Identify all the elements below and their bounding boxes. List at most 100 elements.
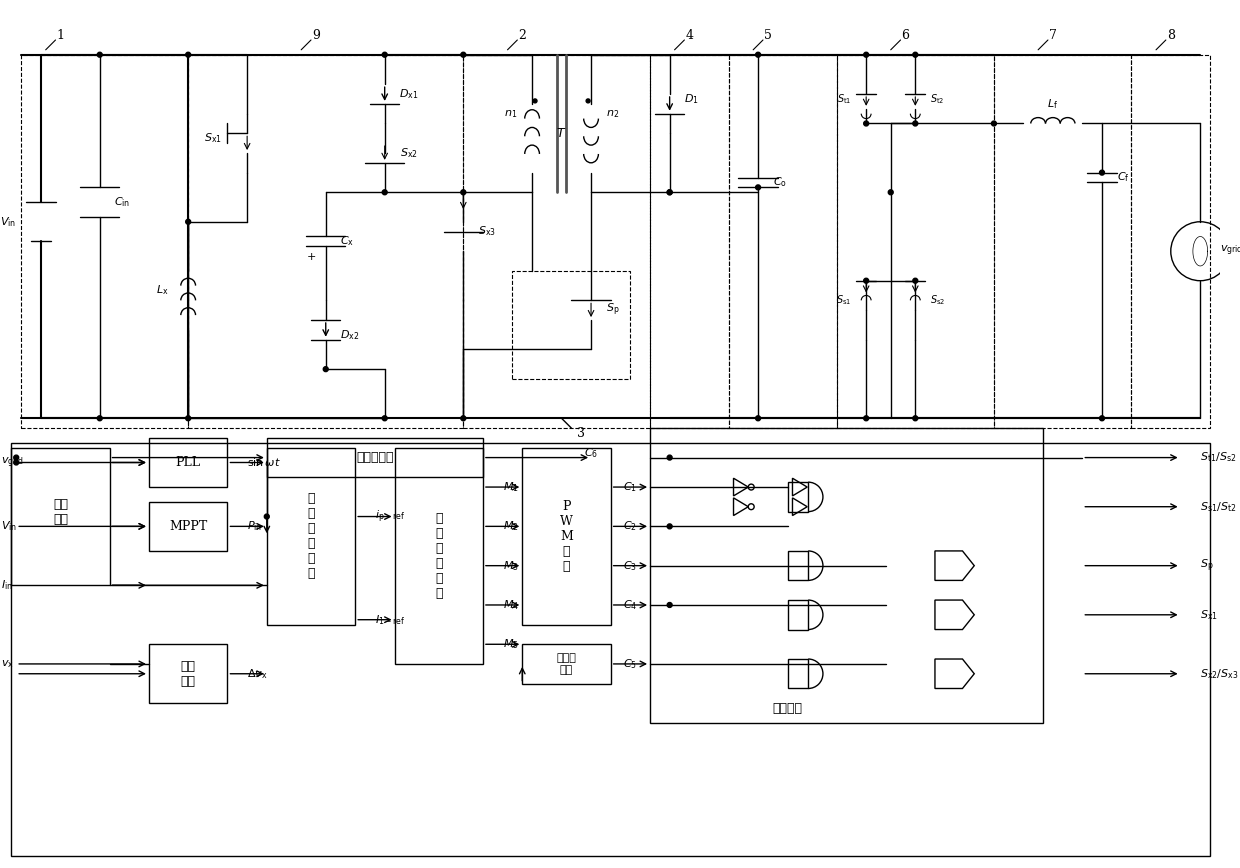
Text: 4: 4 <box>686 29 693 42</box>
Text: $S_{\rm x2}/S_{\rm x3}$: $S_{\rm x2}/S_{\rm x3}$ <box>1200 667 1239 681</box>
Bar <box>994 55 1131 428</box>
Text: 调
制
信
号
生
成: 调 制 信 号 生 成 <box>435 512 443 600</box>
Text: 电
流
基
准
运
算: 电 流 基 准 运 算 <box>308 492 315 580</box>
Circle shape <box>186 416 191 421</box>
Circle shape <box>913 52 918 57</box>
Text: $S_{\rm s2}$: $S_{\rm s2}$ <box>930 293 945 307</box>
Text: 逻辑电路: 逻辑电路 <box>773 701 802 714</box>
Text: $S_{\rm t2}$: $S_{\rm t2}$ <box>930 92 945 106</box>
Circle shape <box>667 602 672 608</box>
Circle shape <box>1100 416 1105 421</box>
Bar <box>837 55 994 428</box>
Text: $\Delta v_{\rm x}$: $\Delta v_{\rm x}$ <box>247 667 268 681</box>
Text: 过零比较器: 过零比较器 <box>356 451 393 464</box>
Circle shape <box>913 121 918 126</box>
Bar <box>650 55 729 428</box>
Text: $C_3$: $C_3$ <box>624 559 637 573</box>
Bar <box>1131 55 1210 428</box>
Text: P
W
M
控
制: P W M 控 制 <box>560 500 573 573</box>
Circle shape <box>382 52 387 57</box>
Bar <box>394 448 482 664</box>
Text: $M_5$: $M_5$ <box>502 637 518 651</box>
Text: $C_5$: $C_5$ <box>624 657 637 671</box>
Text: $S_{\rm x3}$: $S_{\rm x3}$ <box>479 225 496 239</box>
Text: 7: 7 <box>1049 29 1056 42</box>
Text: $v_{\rm grid}$: $v_{\rm grid}$ <box>1 456 25 470</box>
Text: $C_4$: $C_4$ <box>624 598 637 612</box>
Text: $v_{\rm x}$: $v_{\rm x}$ <box>1 658 15 670</box>
Text: $S_{\rm x1}$: $S_{\rm x1}$ <box>203 131 222 145</box>
Bar <box>512 271 630 379</box>
Text: $V_{\rm in}$: $V_{\rm in}$ <box>0 215 16 228</box>
Circle shape <box>667 524 672 529</box>
Text: 1: 1 <box>57 29 64 42</box>
Circle shape <box>888 190 893 194</box>
Text: $S_{\rm p}$: $S_{\rm p}$ <box>1200 557 1214 574</box>
Text: $M_2$: $M_2$ <box>502 519 518 533</box>
Text: $C_6$: $C_6$ <box>584 446 598 459</box>
Circle shape <box>97 52 102 57</box>
Circle shape <box>755 185 760 190</box>
Text: $L_{\rm f}$: $L_{\rm f}$ <box>1048 97 1059 111</box>
Circle shape <box>667 190 672 194</box>
Text: 2: 2 <box>518 29 526 42</box>
Text: 过零比
较器: 过零比 较器 <box>557 653 577 674</box>
Text: $D_{\rm x2}$: $D_{\rm x2}$ <box>341 328 360 342</box>
Text: $I_{\rm 1-ref}$: $I_{\rm 1-ref}$ <box>374 613 405 627</box>
Text: $T$: $T$ <box>557 127 567 140</box>
Circle shape <box>587 99 590 103</box>
Text: MPPT: MPPT <box>169 520 207 533</box>
Text: $S_{\rm p}$: $S_{\rm p}$ <box>606 302 619 319</box>
Circle shape <box>324 366 329 372</box>
Circle shape <box>382 416 387 421</box>
Text: $M_3$: $M_3$ <box>502 559 518 573</box>
Text: 5: 5 <box>764 29 771 42</box>
Text: $M_4$: $M_4$ <box>502 598 518 612</box>
Text: $S_{\rm s1}/S_{\rm t2}$: $S_{\rm s1}/S_{\rm t2}$ <box>1200 500 1236 514</box>
Circle shape <box>186 220 191 224</box>
Bar <box>21 55 188 428</box>
Bar <box>650 428 1043 723</box>
Circle shape <box>667 455 672 460</box>
Text: $n_1$: $n_1$ <box>505 108 517 120</box>
Text: 6: 6 <box>901 29 909 42</box>
Circle shape <box>667 190 672 194</box>
Circle shape <box>913 279 918 283</box>
Circle shape <box>461 190 466 194</box>
Circle shape <box>864 52 869 57</box>
Text: $M_1$: $M_1$ <box>502 480 518 494</box>
Text: 电压
环路: 电压 环路 <box>181 660 196 687</box>
Bar <box>267 448 355 625</box>
Bar <box>787 659 808 688</box>
Text: $I_{\rm in}$: $I_{\rm in}$ <box>1 578 14 592</box>
Text: $n_2$: $n_2$ <box>606 108 619 120</box>
Text: $S_{\rm x1}$: $S_{\rm x1}$ <box>1200 608 1218 621</box>
Text: $D_{\rm x1}$: $D_{\rm x1}$ <box>399 87 419 101</box>
Text: $C_1$: $C_1$ <box>624 480 637 494</box>
Circle shape <box>97 416 102 421</box>
Text: $C_{\rm o}$: $C_{\rm o}$ <box>773 175 787 189</box>
Circle shape <box>461 416 466 421</box>
Circle shape <box>382 190 387 194</box>
Circle shape <box>992 121 997 126</box>
Bar <box>522 448 610 625</box>
Text: $V_{\rm in}$: $V_{\rm in}$ <box>1 519 17 533</box>
Bar <box>729 55 837 428</box>
Circle shape <box>461 52 466 57</box>
Text: $S_{\rm t1}$: $S_{\rm t1}$ <box>837 92 852 106</box>
Circle shape <box>755 416 760 421</box>
Text: $C_2$: $C_2$ <box>624 519 637 533</box>
Circle shape <box>14 460 19 465</box>
Text: 9: 9 <box>312 29 320 42</box>
Bar <box>464 55 650 428</box>
Text: $C_{\rm in}$: $C_{\rm in}$ <box>114 195 130 209</box>
Circle shape <box>1100 170 1105 175</box>
Text: $C_{\rm f}$: $C_{\rm f}$ <box>1117 171 1130 184</box>
Text: 实时
测量: 实时 测量 <box>53 497 68 526</box>
Text: 8: 8 <box>1167 29 1174 42</box>
Text: $S_{\rm t1}/S_{\rm s2}$: $S_{\rm t1}/S_{\rm s2}$ <box>1200 450 1236 464</box>
Bar <box>149 502 227 551</box>
Bar <box>267 438 482 477</box>
Text: $S_{\rm x2}$: $S_{\rm x2}$ <box>401 146 418 160</box>
Bar <box>11 448 109 585</box>
